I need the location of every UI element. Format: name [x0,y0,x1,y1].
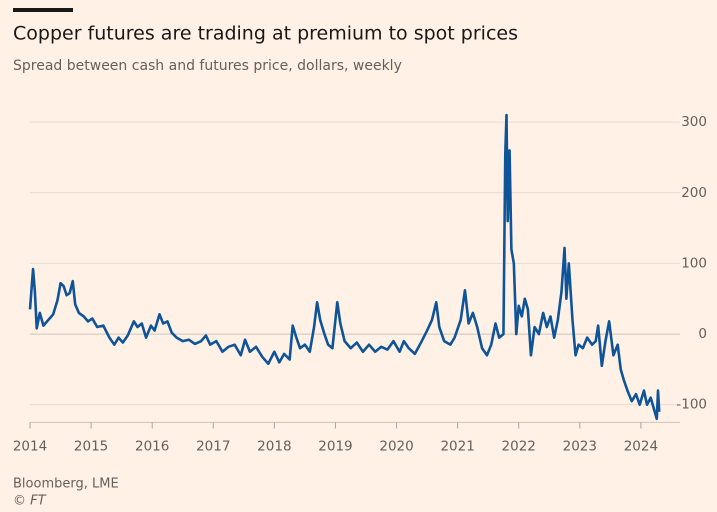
y-tick-label: 100 [681,255,707,271]
y-tick-label: 0 [698,326,707,342]
x-tick-label: 2015 [74,438,108,454]
y-tick-label: 300 [681,114,707,130]
data-line [28,113,661,421]
x-tick-label: 2017 [196,438,230,454]
title-bar [13,8,73,12]
x-tick-label: 2019 [318,438,352,454]
x-tick-label: 2018 [257,438,291,454]
credit: © FT [13,494,47,509]
x-tick-label: 2021 [440,438,474,454]
source: Bloomberg, LME [13,477,119,492]
chart-title: Copper futures are trading at premium to… [13,23,518,45]
x-tick-label: 2014 [13,438,47,454]
chart-subtitle: Spread between cash and futures price, d… [13,58,402,74]
x-tick-label: 2016 [135,438,169,454]
x-tick-label: 2022 [502,438,536,454]
x-tick-label: 2024 [624,438,658,454]
x-tick-label: 2023 [563,438,597,454]
x-tick-label: 2020 [379,438,413,454]
y-tick-label: -100 [676,397,707,413]
y-tick-label: 200 [681,185,707,201]
